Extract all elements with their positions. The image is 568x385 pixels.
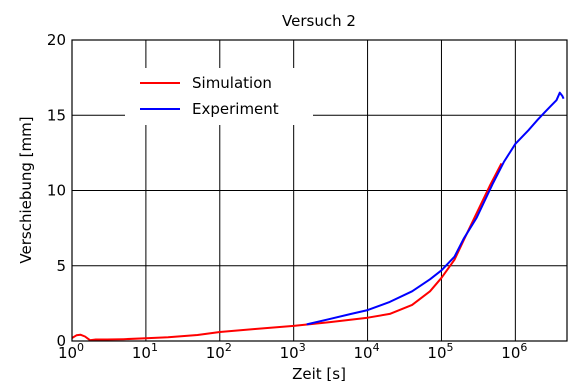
legend: Simulation Experiment [125, 68, 313, 125]
y-tick-label: 10 [47, 182, 66, 200]
series-line-experiment [306, 91, 565, 326]
plot-frame [71, 39, 568, 342]
y-tick-labels: 0 5 10 15 20 [47, 31, 66, 350]
y-axis-label: Verschiebung [mm] [17, 116, 35, 263]
series-line-simulation [71, 162, 503, 342]
y-tick-label: 0 [56, 332, 66, 350]
y-tick-label: 20 [47, 31, 66, 49]
legend-label-simulation: Simulation [192, 74, 272, 92]
x-axis-label: Zeit [s] [292, 365, 346, 383]
legend-box [125, 68, 313, 125]
series-layer [71, 91, 565, 342]
legend-label-experiment: Experiment [192, 100, 279, 118]
y-tick-label: 15 [47, 106, 66, 124]
y-tick-label: 5 [56, 257, 66, 275]
chart-title: Versuch 2 [282, 12, 356, 30]
